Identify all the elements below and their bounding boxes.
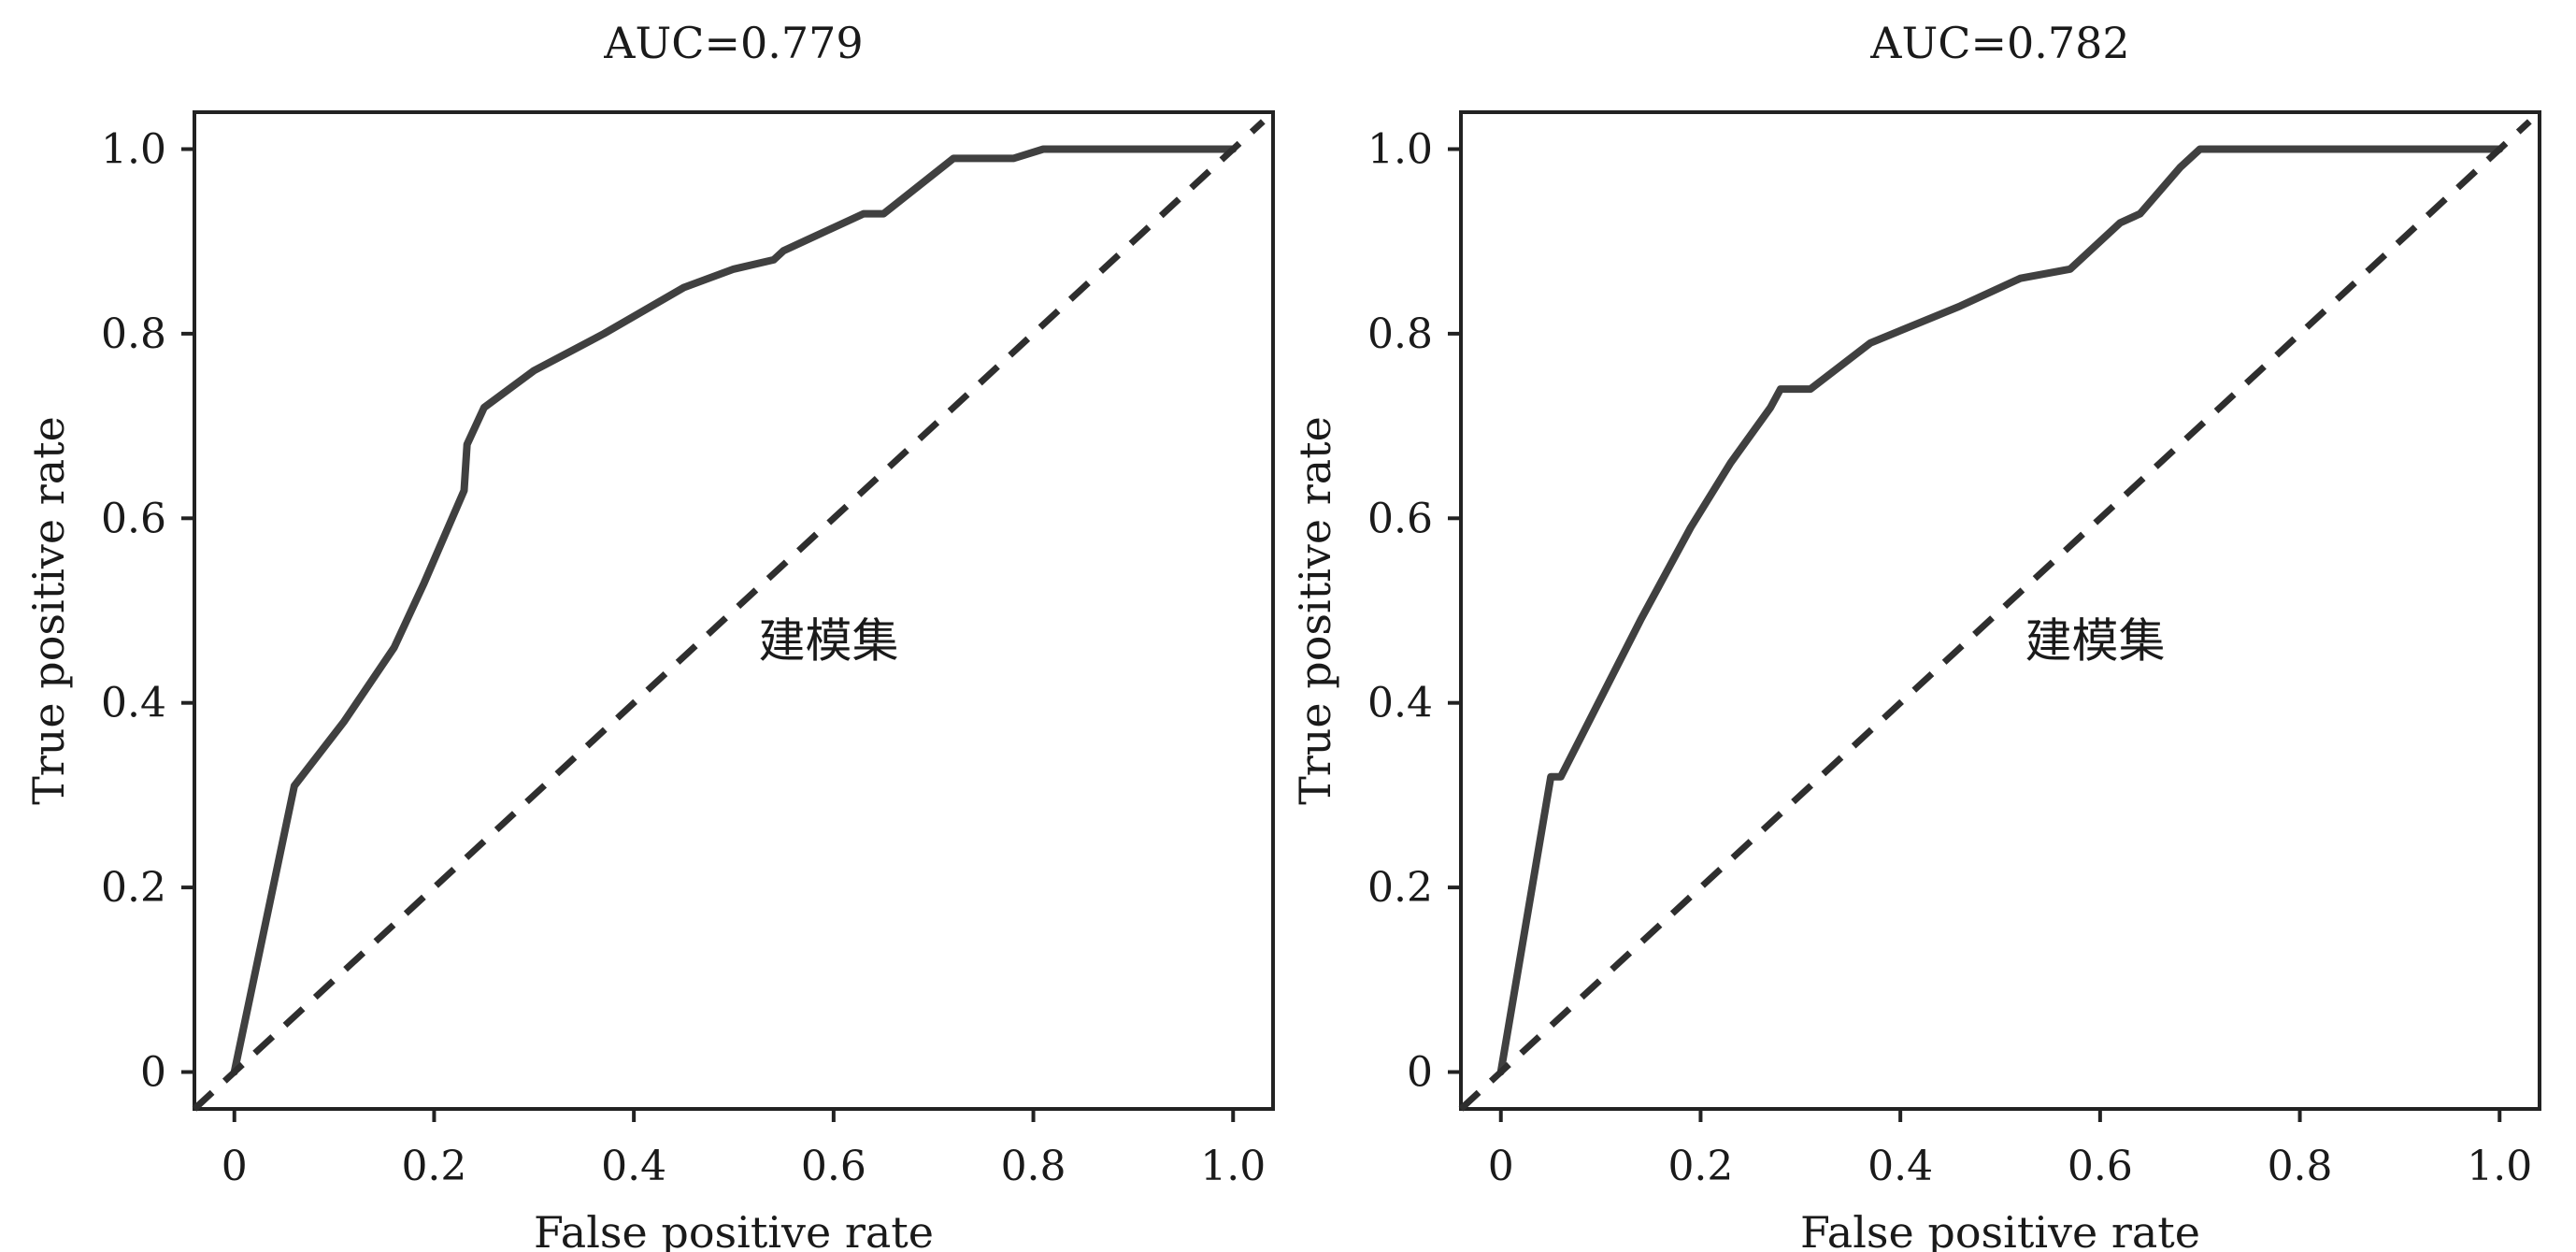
y-tick-label: 0.2 bbox=[1367, 864, 1433, 912]
x-tick-label: 0 bbox=[222, 1143, 248, 1190]
x-tick-label: 0.6 bbox=[2068, 1143, 2133, 1190]
y-tick-label: 0.6 bbox=[1367, 495, 1433, 542]
x-tick-label: 1.0 bbox=[1200, 1143, 1266, 1190]
roc-panel-right: AUC=0.782 0 0.2 0.4 0.6 0.8 1.0 0 0.2 0.4 0.6 0.8 1.… bbox=[1290, 18, 2541, 1252]
y-tick-label: 1.0 bbox=[1367, 125, 1433, 173]
annotation-label: 建模集 bbox=[759, 613, 899, 668]
chart-title: AUC=0.782 bbox=[1869, 18, 2129, 68]
y-tick-label: 1.0 bbox=[101, 125, 166, 173]
x-tick-label: 0 bbox=[1488, 1143, 1514, 1190]
y-tick-label: 0 bbox=[1407, 1049, 1433, 1097]
y-tick-label: 0.2 bbox=[101, 864, 166, 912]
plot-frame bbox=[1459, 110, 2541, 1111]
reference-diagonal-line bbox=[192, 119, 1266, 1112]
reference-diagonal-line bbox=[1458, 119, 2532, 1112]
y-tick-label: 0.8 bbox=[101, 310, 166, 358]
y-tick-label: 0.8 bbox=[1367, 310, 1433, 358]
x-tick-label: 1.0 bbox=[2467, 1143, 2532, 1190]
roc-panel-left: AUC=0.779 0 0.2 0.4 0.6 0.8 1.0 0 0.2 0.4 0.6 0.8 1.… bbox=[23, 18, 1275, 1252]
annotation-label: 建模集 bbox=[2025, 613, 2166, 668]
plot-frame bbox=[193, 110, 1275, 1111]
y-axis-label: True positive rate bbox=[1290, 416, 1340, 805]
y-axis-label: True positive rate bbox=[23, 416, 74, 805]
roc-curve-line bbox=[230, 145, 1238, 1076]
x-tick-label: 0.4 bbox=[601, 1143, 666, 1190]
x-tick-label: 0.4 bbox=[1868, 1143, 1933, 1190]
y-tick-label: 0.4 bbox=[101, 680, 166, 727]
x-tick-label: 0.8 bbox=[2268, 1143, 2333, 1190]
y-tick-label: 0.4 bbox=[1367, 680, 1433, 727]
y-tick-label: 0 bbox=[140, 1049, 166, 1097]
x-axis-label: False positive rate bbox=[534, 1207, 934, 1252]
x-tick-label: 0.8 bbox=[1001, 1143, 1066, 1190]
x-tick-label: 0.2 bbox=[1667, 1143, 1733, 1190]
x-axis-label: False positive rate bbox=[1800, 1207, 2200, 1252]
roc-curve-line bbox=[1496, 145, 2504, 1076]
x-tick-label: 0.2 bbox=[401, 1143, 466, 1190]
x-tick-label: 0.6 bbox=[801, 1143, 866, 1190]
chart-title: AUC=0.779 bbox=[603, 18, 863, 68]
y-tick-label: 0.6 bbox=[101, 495, 166, 542]
